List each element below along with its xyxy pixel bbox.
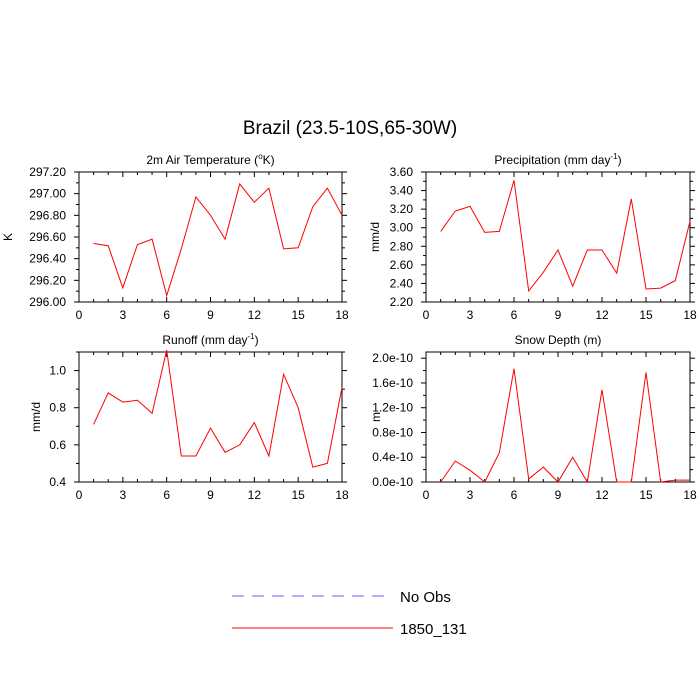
x-tick-label: 6 bbox=[163, 308, 170, 322]
x-tick-label: 18 bbox=[683, 488, 697, 502]
y-tick-label: 296.80 bbox=[29, 208, 66, 222]
x-tick-label: 3 bbox=[119, 308, 126, 322]
panel-runoff-series-line bbox=[93, 349, 343, 468]
y-tick-label: 0.8 bbox=[49, 401, 66, 415]
x-tick-label: 3 bbox=[467, 308, 474, 322]
panels: 0 3 6 9 12 15 18 296.00 296.20 296.40 296.60 296.80… bbox=[1, 152, 697, 502]
legend: No Obs 1850_131 bbox=[232, 589, 467, 638]
legend-1850-131-label: 1850_131 bbox=[400, 621, 467, 638]
y-tick-label: 2.0e-10 bbox=[372, 351, 413, 365]
x-tick-label: 15 bbox=[291, 488, 305, 502]
y-tick-label: 0.6 bbox=[49, 438, 66, 452]
panel-precip-frame bbox=[425, 171, 691, 303]
panel-temp: 0 3 6 9 12 15 18 296.00 296.20 296.40 296.60 296.80… bbox=[1, 152, 349, 322]
panel-precip-title: Precipitation (mm day-1) bbox=[494, 152, 621, 167]
y-tick-label: 296.00 bbox=[29, 295, 66, 309]
y-tick-label: 296.60 bbox=[29, 230, 66, 244]
panel-runoff: 0 3 6 9 12 15 18 0.4 0.6 0.8 1.0 mm/d Runoff (mm day… bbox=[29, 332, 349, 502]
x-tick-label: 6 bbox=[511, 308, 518, 322]
panel-snow-frame bbox=[425, 351, 691, 483]
legend-no-obs-label: No Obs bbox=[400, 589, 451, 606]
y-tick-label: 1.2e-10 bbox=[372, 401, 413, 415]
y-tick-label: 0.4 bbox=[49, 475, 66, 489]
y-tick-label: 3.40 bbox=[390, 184, 414, 198]
y-tick-label: 1.6e-10 bbox=[372, 376, 413, 390]
panel-snow-series-line bbox=[440, 368, 690, 484]
y-tick-label: 2.20 bbox=[390, 295, 414, 309]
panel-precip-series-line bbox=[440, 180, 691, 293]
x-tick-label: 0 bbox=[76, 488, 83, 502]
panel-temp-ylabel: K bbox=[1, 233, 15, 241]
y-tick-label: 296.20 bbox=[29, 273, 66, 287]
y-tick-label: 3.60 bbox=[390, 165, 414, 179]
x-tick-label: 6 bbox=[511, 488, 518, 502]
x-tick-label: 18 bbox=[335, 488, 349, 502]
page-title: Brazil (23.5-10S,65-30W) bbox=[243, 118, 457, 139]
x-tick-label: 9 bbox=[555, 308, 562, 322]
panel-snow: 0 3 6 9 12 15 18 0.0e-10 0.4e-10 0.8e-10 1.2e-10 1.… bbox=[369, 333, 697, 502]
x-tick-label: 12 bbox=[248, 488, 262, 502]
x-tick-label: 9 bbox=[555, 488, 562, 502]
x-tick-label: 0 bbox=[76, 308, 83, 322]
x-tick-label: 18 bbox=[335, 308, 349, 322]
panel-snow-ylabel: m bbox=[369, 412, 383, 422]
x-tick-label: 15 bbox=[639, 488, 653, 502]
y-tick-label: 2.60 bbox=[390, 258, 414, 272]
x-tick-label: 12 bbox=[595, 488, 609, 502]
panel-temp-series-line bbox=[93, 182, 343, 298]
y-tick-label: 0.4e-10 bbox=[372, 450, 413, 464]
x-tick-label: 3 bbox=[467, 488, 474, 502]
y-tick-label: 2.40 bbox=[390, 276, 414, 290]
panel-precip-ylabel: mm/d bbox=[368, 222, 382, 252]
panel-runoff-title: Runoff (mm day-1) bbox=[162, 332, 258, 347]
panel-temp-title: 2m Air Temperature (oK) bbox=[146, 152, 274, 167]
x-tick-label: 3 bbox=[119, 488, 126, 502]
panel-snow-title: Snow Depth (m) bbox=[515, 333, 602, 347]
x-tick-label: 18 bbox=[683, 308, 697, 322]
x-tick-label: 9 bbox=[207, 488, 214, 502]
y-tick-label: 296.40 bbox=[29, 252, 66, 266]
x-tick-label: 12 bbox=[595, 308, 609, 322]
x-tick-label: 12 bbox=[248, 308, 262, 322]
x-tick-label: 9 bbox=[207, 308, 214, 322]
panel-precip: 0 3 6 9 12 15 18 2.20 2.40 2.60 2.80 3.00 3.20 3.40 3.… bbox=[368, 152, 697, 322]
x-tick-label: 0 bbox=[423, 308, 430, 322]
panel-runoff-ylabel: mm/d bbox=[29, 402, 43, 432]
y-tick-label: 0.8e-10 bbox=[372, 425, 413, 439]
y-tick-label: 1.0 bbox=[49, 364, 66, 378]
x-tick-label: 15 bbox=[291, 308, 305, 322]
y-tick-label: 3.20 bbox=[390, 202, 414, 216]
y-tick-label: 297.00 bbox=[29, 187, 66, 201]
x-tick-label: 15 bbox=[639, 308, 653, 322]
x-tick-label: 0 bbox=[423, 488, 430, 502]
panel-runoff-frame bbox=[78, 351, 343, 483]
y-tick-label: 2.80 bbox=[390, 239, 414, 253]
x-tick-label: 6 bbox=[163, 488, 170, 502]
y-tick-label: 3.00 bbox=[390, 221, 414, 235]
y-tick-label: 0.0e-10 bbox=[372, 475, 413, 489]
y-tick-label: 297.20 bbox=[29, 165, 66, 179]
